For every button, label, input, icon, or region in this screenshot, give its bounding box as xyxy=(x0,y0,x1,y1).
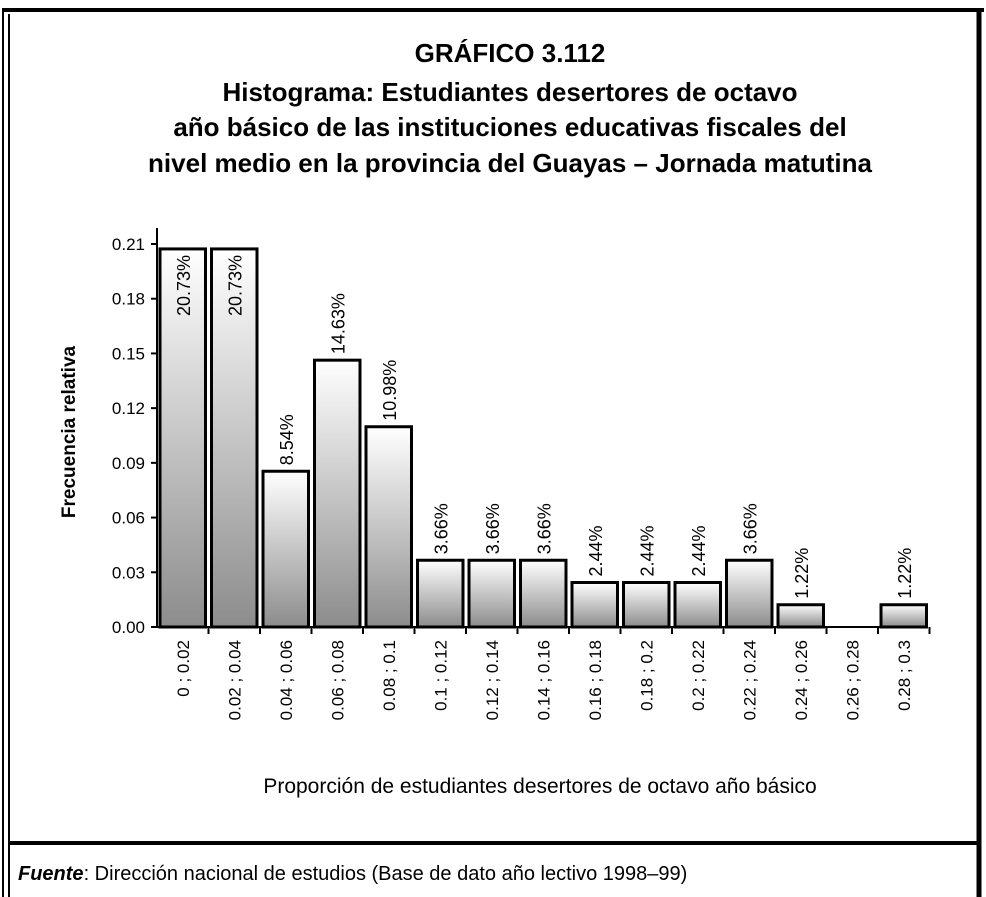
bar xyxy=(879,603,928,629)
x-tick-label: 0.26 ; 0.28 xyxy=(843,640,862,720)
source: Fuente: Dirección nacional de estudios (… xyxy=(18,863,687,885)
chart-title: nivel medio en la provincia del Guayas –… xyxy=(148,148,872,178)
x-tick-label: 0 ; 0.02 xyxy=(174,640,193,697)
value-label: 3.66% xyxy=(740,503,760,554)
bar xyxy=(776,603,825,629)
x-tick-label: 0.12 ; 0.14 xyxy=(483,640,502,720)
y-tick-label: 0.12 xyxy=(112,399,145,418)
x-tick-label: 0.08 ; 0.1 xyxy=(380,640,399,711)
value-label: 3.66% xyxy=(534,503,554,554)
y-tick-label: 0.09 xyxy=(112,454,145,473)
bar xyxy=(261,469,310,629)
x-tick-label: 0.1 ; 0.12 xyxy=(431,640,450,711)
value-label: 20.73% xyxy=(174,255,194,316)
value-label: 20.73% xyxy=(225,255,245,316)
bar xyxy=(673,580,722,629)
value-label: 1.22% xyxy=(792,548,812,599)
y-tick-label: 0.03 xyxy=(112,563,145,582)
bar xyxy=(364,425,413,629)
value-label: 2.44% xyxy=(586,525,606,576)
bar xyxy=(570,580,619,629)
x-tick-label: 0.02 ; 0.04 xyxy=(225,640,244,720)
x-tick-label: 0.16 ; 0.18 xyxy=(586,640,605,720)
chart-title: año básico de las instituciones educativ… xyxy=(173,112,846,142)
value-label: 2.44% xyxy=(637,525,657,576)
value-label: 10.98% xyxy=(380,360,400,421)
y-tick-label: 0.18 xyxy=(112,290,145,309)
bar xyxy=(158,247,207,629)
bar xyxy=(467,558,516,629)
y-tick-label: 0.06 xyxy=(112,509,145,528)
chart-title: GRÁFICO 3.112 xyxy=(415,38,606,68)
x-tick-label: 0.06 ; 0.08 xyxy=(328,640,347,720)
x-tick-label: 0.18 ; 0.2 xyxy=(637,640,656,711)
y-axis-label: Frecuencia relativa xyxy=(59,345,80,518)
frame xyxy=(2,8,984,897)
bar xyxy=(313,358,362,629)
y-tick-label: 0.21 xyxy=(112,235,145,254)
value-label: 3.66% xyxy=(483,503,503,554)
bar xyxy=(416,558,465,629)
source-text: : Dirección nacional de estudios (Base d… xyxy=(84,863,688,885)
x-tick-label: 0.2 ; 0.22 xyxy=(689,640,708,711)
x-tick-label: 0.22 ; 0.24 xyxy=(740,640,759,720)
bar xyxy=(725,558,774,629)
value-label: 3.66% xyxy=(431,503,451,554)
x-tick-label: 0.04 ; 0.06 xyxy=(277,640,296,720)
y-tick-label: 0.00 xyxy=(112,618,145,637)
chart-title: Histograma: Estudiantes desertores de oc… xyxy=(222,77,797,107)
bar xyxy=(519,558,568,629)
value-label: 14.63% xyxy=(328,293,348,354)
value-label: 2.44% xyxy=(689,525,709,576)
x-tick-label: 0.14 ; 0.16 xyxy=(534,640,553,720)
x-tick-label: 0.24 ; 0.26 xyxy=(792,640,811,720)
bar xyxy=(210,247,259,629)
y-tick-label: 0.15 xyxy=(112,344,145,363)
source-label: Fuente xyxy=(18,863,84,885)
x-axis-label: Proporción de estudiantes desertores de … xyxy=(263,775,816,798)
x-tick-label: 0.28 ; 0.3 xyxy=(895,640,914,711)
value-label: 1.22% xyxy=(895,548,915,599)
value-label: 8.54% xyxy=(277,414,297,465)
bar xyxy=(622,580,671,629)
